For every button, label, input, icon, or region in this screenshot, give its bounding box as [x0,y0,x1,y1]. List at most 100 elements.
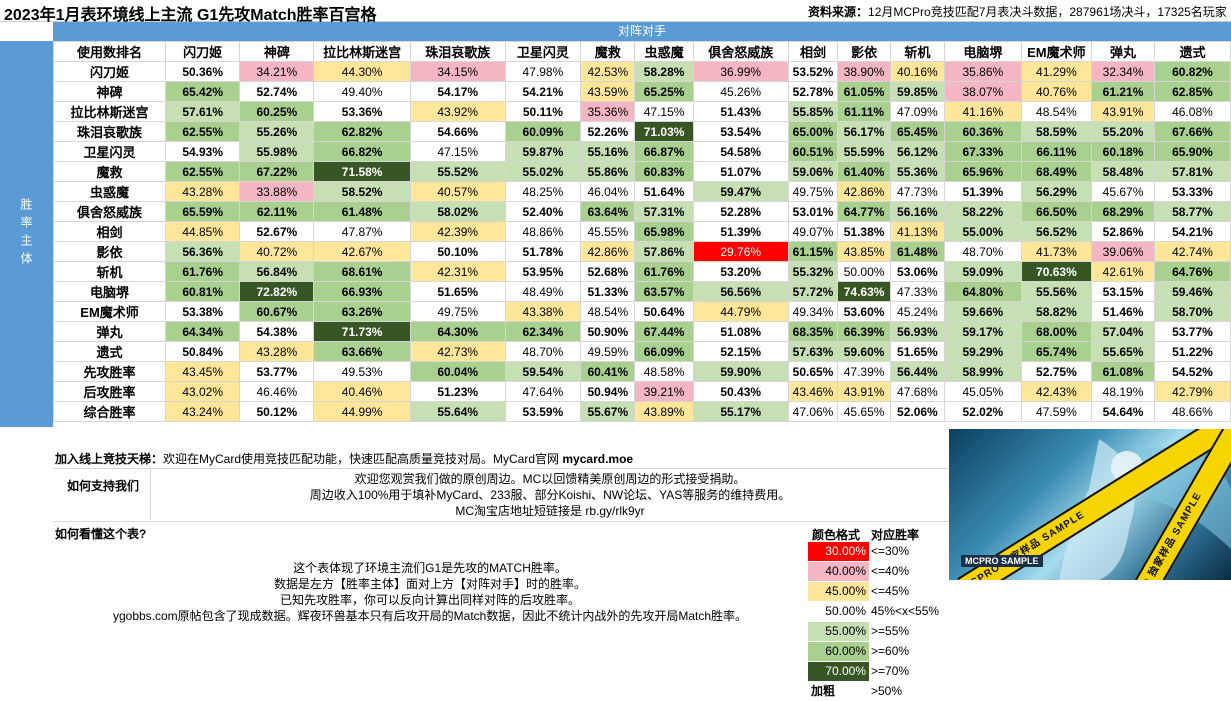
winrate-cell[interactable]: 56.52% [1020,221,1093,242]
winrate-cell[interactable]: 53.20% [692,261,789,282]
winrate-cell[interactable]: 64.34% [165,321,241,342]
winrate-cell[interactable]: 56.16% [889,201,945,222]
winrate-cell[interactable]: 52.68% [580,261,636,282]
winrate-cell[interactable]: 45.24% [889,301,945,322]
winrate-cell[interactable]: 52.75% [1020,361,1093,382]
winrate-cell[interactable]: 60.41% [580,361,636,382]
winrate-cell[interactable]: 51.65% [889,341,945,362]
winrate-cell[interactable]: 42.53% [580,61,636,82]
winrate-cell[interactable]: 41.29% [1020,61,1093,82]
winrate-cell[interactable]: 53.77% [1153,321,1231,342]
winrate-cell[interactable]: 57.04% [1091,321,1155,342]
winrate-cell[interactable]: 54.93% [165,141,241,162]
winrate-cell[interactable]: 47.15% [634,101,694,122]
winrate-cell[interactable]: 47.33% [889,281,945,302]
winrate-cell[interactable]: 38.90% [837,61,891,82]
winrate-cell[interactable]: 34.15% [409,61,506,82]
winrate-cell[interactable]: 57.31% [634,201,694,222]
winrate-cell[interactable]: 55.02% [504,161,582,182]
winrate-cell[interactable]: 29.76% [692,241,789,262]
winrate-cell[interactable]: 44.79% [692,301,789,322]
winrate-cell[interactable]: 60.18% [1091,141,1155,162]
winrate-cell[interactable]: 60.83% [634,161,694,182]
winrate-cell[interactable]: 49.53% [313,361,411,382]
winrate-cell[interactable]: 74.63% [837,281,891,302]
winrate-cell[interactable]: 51.38% [837,221,891,242]
winrate-cell[interactable]: 58.59% [1020,121,1093,142]
winrate-cell[interactable]: 47.15% [409,141,506,162]
winrate-cell[interactable]: 57.86% [634,241,694,262]
winrate-cell[interactable]: 51.46% [1091,301,1155,322]
winrate-cell[interactable]: 58.22% [943,201,1022,222]
winrate-cell[interactable]: 55.85% [787,101,839,122]
winrate-cell[interactable]: 47.39% [837,361,891,382]
winrate-cell[interactable]: 62.82% [313,121,411,142]
winrate-cell[interactable]: 43.59% [580,81,636,102]
winrate-cell[interactable]: 42.73% [409,341,506,362]
winrate-cell[interactable]: 61.11% [837,101,891,122]
winrate-cell[interactable]: 49.75% [787,181,839,202]
winrate-cell[interactable]: 61.15% [787,241,839,262]
winrate-cell[interactable]: 58.02% [409,201,506,222]
winrate-cell[interactable]: 60.51% [787,141,839,162]
winrate-cell[interactable]: 42.67% [313,241,411,262]
winrate-cell[interactable]: 47.64% [504,381,582,402]
winrate-cell[interactable]: 39.21% [634,381,694,402]
winrate-cell[interactable]: 66.87% [634,141,694,162]
winrate-cell[interactable]: 59.90% [692,361,789,382]
winrate-cell[interactable]: 43.28% [165,181,241,202]
winrate-cell[interactable]: 54.21% [504,81,582,102]
winrate-cell[interactable]: 71.03% [634,121,694,142]
winrate-cell[interactable]: 50.00% [837,261,891,282]
winrate-cell[interactable]: 57.81% [1153,161,1231,182]
winrate-cell[interactable]: 60.25% [239,101,315,122]
winrate-cell[interactable]: 58.70% [1153,301,1231,322]
winrate-cell[interactable]: 50.94% [580,381,636,402]
winrate-cell[interactable]: 67.33% [943,141,1022,162]
winrate-cell[interactable]: 53.15% [1091,281,1155,302]
winrate-cell[interactable]: 52.26% [580,121,636,142]
winrate-cell[interactable]: 65.74% [1020,341,1093,362]
winrate-cell[interactable]: 50.43% [692,381,789,402]
winrate-cell[interactable]: 63.66% [313,341,411,362]
winrate-cell[interactable]: 51.23% [409,381,506,402]
winrate-cell[interactable]: 42.86% [580,241,636,262]
mycard-link[interactable]: mycard.moe [562,452,634,466]
winrate-cell[interactable]: 49.40% [313,81,411,102]
winrate-cell[interactable]: 61.08% [1091,361,1155,382]
winrate-cell[interactable]: 55.98% [239,141,315,162]
winrate-cell[interactable]: 34.21% [239,61,315,82]
winrate-cell[interactable]: 63.57% [634,281,694,302]
winrate-cell[interactable]: 61.05% [837,81,891,102]
winrate-cell[interactable]: 50.11% [504,101,582,122]
winrate-cell[interactable]: 55.59% [837,141,891,162]
winrate-cell[interactable]: 72.82% [239,281,315,302]
winrate-cell[interactable]: 43.24% [165,401,241,422]
winrate-cell[interactable]: 43.46% [787,381,839,402]
winrate-cell[interactable]: 42.74% [1153,241,1231,262]
winrate-cell[interactable]: 54.21% [1153,221,1231,242]
winrate-cell[interactable]: 51.78% [504,241,582,262]
winrate-cell[interactable]: 49.07% [787,221,839,242]
winrate-cell[interactable]: 50.65% [787,361,839,382]
winrate-cell[interactable]: 56.12% [889,141,945,162]
winrate-cell[interactable]: 52.78% [787,81,839,102]
winrate-cell[interactable]: 42.39% [409,221,506,242]
winrate-cell[interactable]: 50.12% [239,401,315,422]
winrate-cell[interactable]: 62.55% [165,121,241,142]
winrate-cell[interactable]: 71.58% [313,161,411,182]
winrate-cell[interactable]: 43.91% [837,381,891,402]
winrate-cell[interactable]: 55.26% [239,121,315,142]
winrate-cell[interactable]: 40.46% [313,381,411,402]
winrate-cell[interactable]: 42.61% [1091,261,1155,282]
winrate-cell[interactable]: 60.81% [165,281,241,302]
winrate-cell[interactable]: 47.98% [504,61,582,82]
winrate-cell[interactable]: 60.36% [943,121,1022,142]
winrate-cell[interactable]: 65.00% [787,121,839,142]
winrate-cell[interactable]: 67.44% [634,321,694,342]
winrate-cell[interactable]: 64.77% [837,201,891,222]
winrate-cell[interactable]: 51.33% [580,281,636,302]
winrate-cell[interactable]: 62.55% [165,161,241,182]
winrate-cell[interactable]: 59.87% [504,141,582,162]
winrate-cell[interactable]: 52.40% [504,201,582,222]
